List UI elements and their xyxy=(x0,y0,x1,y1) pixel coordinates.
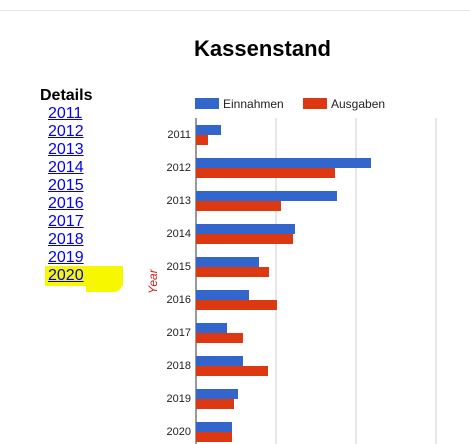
year-link-2013[interactable]: 2013 xyxy=(48,141,84,158)
legend-swatch-expenses xyxy=(303,98,327,109)
income-bar-2016[interactable] xyxy=(196,290,249,300)
y-tick-label: 2012 xyxy=(167,162,191,174)
income-bar-2013[interactable] xyxy=(196,191,337,201)
legend-swatch-income xyxy=(195,98,219,109)
year-link-2016[interactable]: 2016 xyxy=(48,195,84,212)
y-tick-label: 2015 xyxy=(167,261,191,273)
legend-label-expenses: Ausgaben xyxy=(331,97,386,111)
page-title: Kassenstand xyxy=(194,36,331,61)
year-link-2019[interactable]: 2019 xyxy=(48,249,84,266)
top-divider xyxy=(0,10,470,11)
year-link-2011[interactable]: 2011 xyxy=(48,105,83,122)
details-sidebar: Details 2011 2012 2013 2014 2015 2016 20… xyxy=(40,87,140,285)
expenses-bar-2020[interactable] xyxy=(196,432,232,442)
income-bar-2015[interactable] xyxy=(196,257,259,267)
expenses-bar-2012[interactable] xyxy=(196,168,335,178)
y-tick-label: 2018 xyxy=(167,360,191,372)
expenses-bar-2018[interactable] xyxy=(196,366,268,376)
year-link-2015[interactable]: 2015 xyxy=(48,177,84,194)
y-tick-label: 2014 xyxy=(167,228,191,240)
year-link-2017[interactable]: 2017 xyxy=(48,213,84,230)
expenses-bar-2011[interactable] xyxy=(196,135,208,145)
expenses-bar-2017[interactable] xyxy=(196,333,243,343)
y-tick-label: 2020 xyxy=(167,426,191,438)
year-link-2012[interactable]: 2012 xyxy=(48,123,84,140)
y-tick-label: 2011 xyxy=(167,129,191,141)
year-link-2014[interactable]: 2014 xyxy=(48,159,84,176)
year-link-2020[interactable]: 2020 xyxy=(46,267,122,285)
expenses-bar-2019[interactable] xyxy=(196,399,234,409)
income-bar-2020[interactable] xyxy=(196,422,232,432)
expenses-bar-2013[interactable] xyxy=(196,201,281,211)
y-tick-label: 2017 xyxy=(167,327,191,339)
expenses-bar-2016[interactable] xyxy=(196,300,277,310)
details-heading: Details xyxy=(40,87,93,104)
income-bar-2019[interactable] xyxy=(196,389,238,399)
income-bar-2018[interactable] xyxy=(196,356,243,366)
legend-item-income: Einnahmen xyxy=(195,97,284,111)
y-tick-label: 2019 xyxy=(167,393,191,405)
expenses-bar-2015[interactable] xyxy=(196,267,269,277)
year-link-2018[interactable]: 2018 xyxy=(48,231,84,248)
income-bar-2014[interactable] xyxy=(196,224,295,234)
expenses-bar-2014[interactable] xyxy=(196,234,293,244)
y-tick-label: 2013 xyxy=(167,195,191,207)
y-tick-label: 2016 xyxy=(167,294,191,306)
income-bar-2012[interactable] xyxy=(196,158,371,168)
income-bar-2011[interactable] xyxy=(196,125,221,135)
legend-item-expenses: Ausgaben xyxy=(303,97,385,111)
legend-label-income: Einnahmen xyxy=(223,97,284,111)
income-bar-2017[interactable] xyxy=(196,323,227,333)
